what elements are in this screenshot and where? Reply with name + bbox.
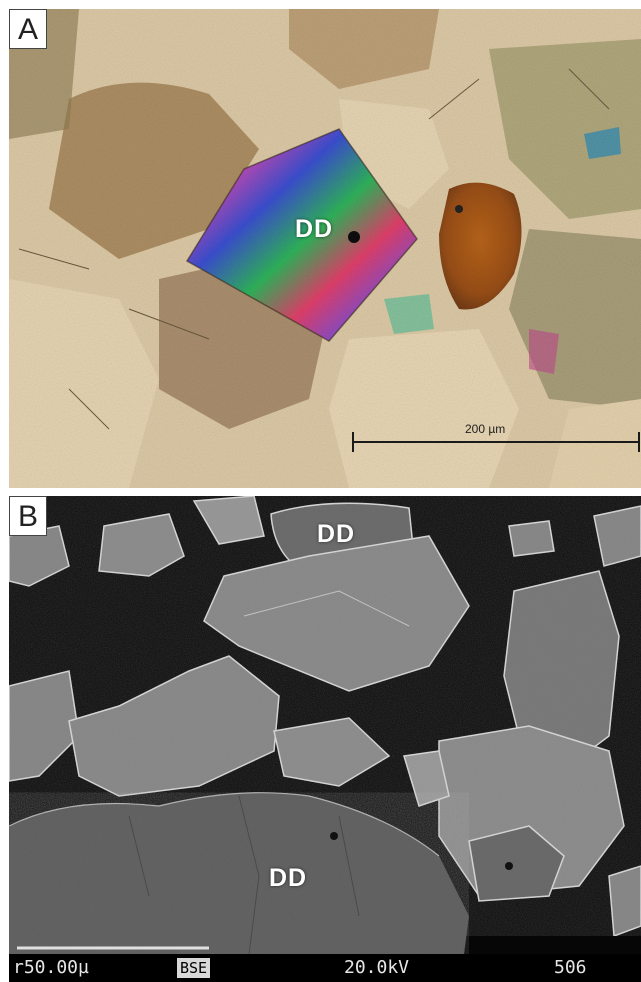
dolomite-grain-label: DD	[295, 215, 334, 243]
optical-micrograph-image	[9, 9, 641, 488]
sem-voltage: 20.0kV	[344, 957, 410, 978]
sem-detector-mode: BSE	[177, 958, 211, 978]
panel-label-b: B	[9, 496, 47, 536]
sem-bse-panel: DD DD B r50.00µ BSE 20.0kV 506	[9, 496, 641, 982]
dolomite-grain-label-top: DD	[317, 520, 356, 548]
scale-bar-text: 200 µm	[465, 422, 506, 436]
optical-micrograph-panel: A DD 200 µm	[9, 9, 641, 488]
sem-info-bar: r50.00µ BSE 20.0kV 506	[9, 954, 641, 982]
sem-bse-image	[9, 496, 641, 982]
panel-label-a: A	[9, 9, 47, 49]
sem-scale-value: r50.00µ	[13, 957, 89, 978]
sem-image-number: 506	[554, 957, 587, 978]
dolomite-grain-label-bottom: DD	[269, 864, 308, 892]
